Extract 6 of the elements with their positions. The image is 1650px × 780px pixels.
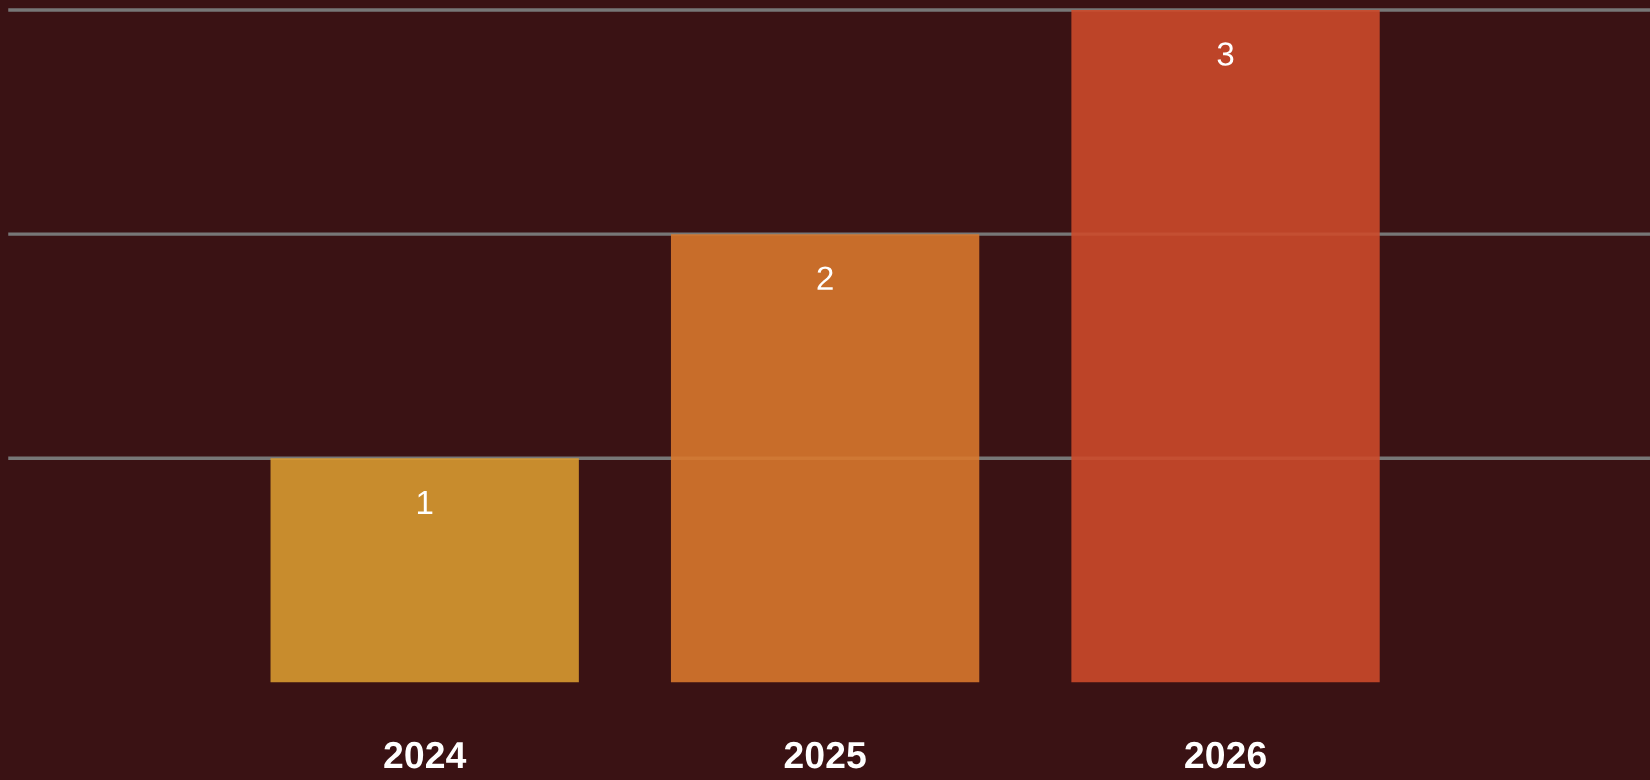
- x-tick-label: 2025: [784, 741, 866, 769]
- data-label: 3: [1217, 42, 1234, 66]
- x-tick-label: 2024: [384, 741, 467, 769]
- data-label: 2: [817, 266, 833, 290]
- data-label: 1: [417, 490, 433, 514]
- x-tick-label: 2026: [1185, 741, 1266, 769]
